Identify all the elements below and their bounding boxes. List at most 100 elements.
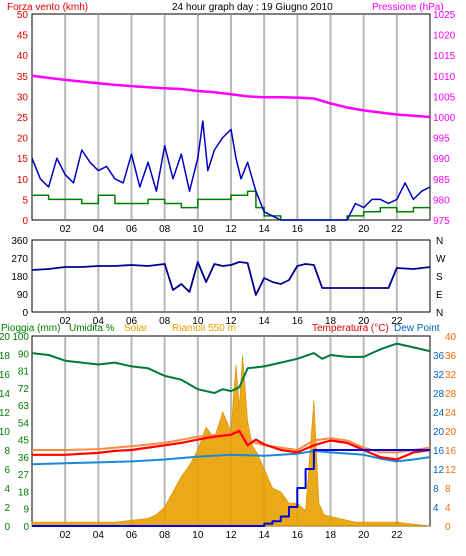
compass-tick-label: N — [436, 236, 443, 247]
x-tick-label: 22 — [391, 316, 403, 327]
x-tick-label: 10 — [192, 530, 204, 541]
x-tick-label: 12 — [225, 530, 237, 541]
x-tick-label: 02 — [60, 224, 72, 235]
wind-tick-label: 35 — [17, 72, 29, 83]
pressure-tick-label: 975 — [433, 216, 450, 227]
x-tick-label: 14 — [259, 316, 271, 327]
x-tick-label: 16 — [292, 316, 304, 327]
wind-tick-label: 45 — [17, 31, 29, 42]
compass-tick-label: W — [436, 254, 446, 265]
x-tick-label: 20 — [358, 316, 370, 327]
pressure-tick-label: 1025 — [433, 10, 456, 21]
x-tick-label: 04 — [93, 224, 105, 235]
dewpoint-tick-label: 28 — [433, 389, 445, 400]
pressure-tick-label: 1020 — [433, 31, 456, 42]
pressure-tick-label: 1010 — [433, 72, 456, 83]
wind-avg-line — [31, 120, 431, 221]
rain-axis-label: Pioggia (mm) — [1, 323, 60, 334]
pressure-axis-label: Pressione (hPa) — [372, 2, 444, 13]
x-tick-label: 12 — [225, 224, 237, 235]
temperature-tick-label: 40 — [445, 332, 457, 343]
humidity-tick-label: 18 — [18, 487, 30, 498]
wind-tick-label: 40 — [17, 51, 29, 62]
x-tick-label: 06 — [126, 530, 138, 541]
x-tick-label: 02 — [60, 316, 72, 327]
pressure-tick-label: 980 — [433, 195, 450, 206]
x-tick-label: 02 — [60, 530, 72, 541]
compass-tick-label: E — [436, 290, 443, 301]
temperature-tick-label: 8 — [445, 484, 451, 495]
humidity-tick-label: 45 — [18, 436, 30, 447]
rain-tick-label: 14 — [0, 389, 10, 400]
compass-tick-label: N — [436, 308, 443, 319]
pressure-tick-label: 1005 — [433, 92, 456, 103]
x-tick-label: 06 — [126, 224, 138, 235]
humidity-tick-label: 9 — [23, 505, 29, 516]
x-tick-label: 16 — [292, 224, 304, 235]
dewpoint-tick-label: 12 — [433, 465, 445, 476]
humidity-tick-label: 63 — [18, 401, 30, 412]
temperature-tick-label: 0 — [445, 522, 451, 533]
x-tick-label: 10 — [192, 316, 204, 327]
dewpoint-tick-label: 24 — [433, 408, 445, 419]
dewpoint-tick-label: 4 — [433, 503, 439, 514]
chart-title: 24 hour graph day : 19 Giugno 2010 — [172, 2, 333, 13]
humidity-axis-label: Umidita % — [69, 323, 115, 334]
x-tick-label: 14 — [259, 224, 271, 235]
rain-tick-label: 18 — [0, 351, 10, 362]
x-tick-label: 06 — [126, 316, 138, 327]
wind-tick-label: 50 — [17, 10, 29, 21]
x-tick-label: 22 — [391, 530, 403, 541]
rain-tick-label: 12 — [0, 408, 10, 419]
dewpoint-axis-label: Dew Point — [394, 323, 440, 334]
direction-tick-label: 180 — [11, 272, 28, 283]
dewpoint-tick-label: 32 — [433, 370, 445, 381]
x-tick-label: 14 — [259, 530, 271, 541]
direction-tick-label: 90 — [17, 290, 29, 301]
rain-tick-label: 2 — [4, 503, 10, 514]
temperature-tick-label: 20 — [445, 427, 457, 438]
x-tick-label: 16 — [292, 530, 304, 541]
rain-line — [32, 449, 430, 527]
humidity-tick-label: 81 — [18, 367, 30, 378]
dewpoint-tick-label: 36 — [433, 351, 445, 362]
x-tick-label: 08 — [159, 224, 171, 235]
humidity-tick-label: 100 — [12, 332, 29, 343]
pressure-tick-label: 995 — [433, 134, 450, 145]
location-label: Riamoli 550 m — [172, 323, 236, 334]
pressure-tick-label: 1000 — [433, 113, 456, 124]
rain-tick-label: 0 — [4, 522, 10, 533]
pressure-line — [31, 74, 431, 119]
x-tick-label: 22 — [391, 224, 403, 235]
humidity-tick-label: 90 — [18, 349, 30, 360]
humidity-tick-label: 36 — [18, 453, 30, 464]
x-tick-label: 08 — [159, 530, 171, 541]
wind-tick-label: 5 — [22, 195, 28, 206]
wind-tick-label: 20 — [17, 134, 29, 145]
x-tick-label: 04 — [93, 530, 105, 541]
solar-axis-label: Solar — [124, 323, 148, 334]
wind-tick-label: 15 — [17, 154, 29, 165]
x-tick-label: 10 — [192, 224, 204, 235]
wind-min-line — [32, 190, 430, 221]
rain-tick-label: 10 — [0, 427, 10, 438]
wind-tick-label: 30 — [17, 92, 29, 103]
temperature-tick-label: 28 — [445, 389, 457, 400]
wind-direction-line — [31, 261, 431, 296]
temperature-tick-label: 36 — [445, 351, 457, 362]
rain-tick-label: 4 — [4, 484, 10, 495]
humidity-tick-label: 27 — [18, 470, 30, 481]
direction-tick-label: 270 — [11, 254, 28, 265]
temperature-tick-label: 24 — [445, 408, 457, 419]
x-tick-label: 04 — [93, 316, 105, 327]
humidity-tick-label: 0 — [23, 522, 29, 533]
temperature-tick-label: 16 — [445, 446, 457, 457]
rain-tick-label: 20 — [0, 332, 10, 343]
x-tick-label: 18 — [325, 530, 337, 541]
pressure-tick-label: 985 — [433, 175, 450, 186]
pressure-tick-label: 990 — [433, 154, 450, 165]
dewpoint-tick-label: 16 — [433, 446, 445, 457]
x-tick-label: 18 — [325, 316, 337, 327]
